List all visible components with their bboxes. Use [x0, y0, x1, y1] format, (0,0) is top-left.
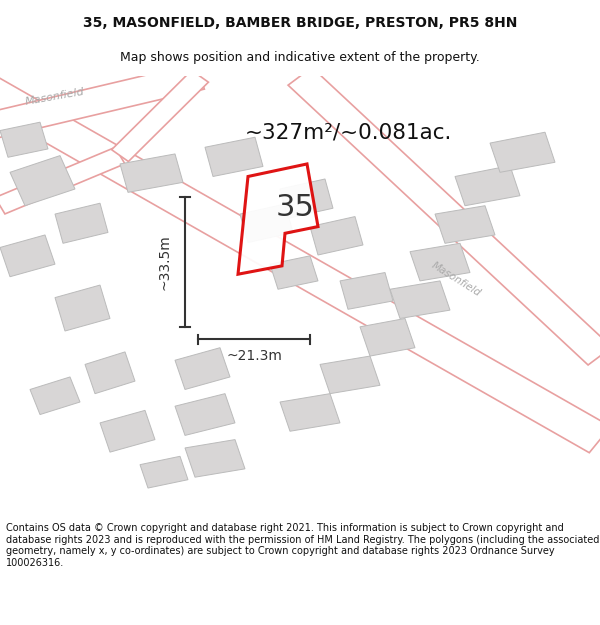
Polygon shape: [0, 148, 125, 214]
Text: 35, MASONFIELD, BAMBER BRIDGE, PRESTON, PR5 8HN: 35, MASONFIELD, BAMBER BRIDGE, PRESTON, …: [83, 16, 517, 30]
Polygon shape: [310, 217, 363, 255]
Polygon shape: [435, 206, 495, 243]
Polygon shape: [238, 164, 318, 274]
Text: Contains OS data © Crown copyright and database right 2021. This information is : Contains OS data © Crown copyright and d…: [6, 523, 599, 568]
Polygon shape: [30, 377, 80, 414]
Polygon shape: [185, 439, 245, 477]
Text: Map shows position and indicative extent of the property.: Map shows position and indicative extent…: [120, 51, 480, 64]
Text: ~33.5m: ~33.5m: [158, 234, 172, 291]
Polygon shape: [455, 166, 520, 206]
Polygon shape: [270, 256, 318, 289]
Polygon shape: [55, 285, 110, 331]
Text: Masonfield: Masonfield: [25, 87, 85, 108]
Polygon shape: [288, 68, 600, 365]
Polygon shape: [280, 394, 340, 431]
Polygon shape: [240, 204, 293, 242]
Text: ~327m²/~0.081ac.: ~327m²/~0.081ac.: [245, 122, 452, 142]
Polygon shape: [0, 63, 205, 143]
Polygon shape: [340, 272, 393, 309]
Polygon shape: [0, 235, 55, 277]
Polygon shape: [120, 154, 183, 192]
Text: ~21.3m: ~21.3m: [226, 349, 282, 363]
Text: 35: 35: [275, 193, 314, 222]
Polygon shape: [55, 203, 108, 243]
Polygon shape: [280, 179, 333, 218]
Polygon shape: [410, 243, 470, 281]
Polygon shape: [112, 71, 208, 161]
Polygon shape: [0, 122, 48, 158]
Polygon shape: [320, 356, 380, 394]
Polygon shape: [360, 319, 415, 356]
Polygon shape: [175, 394, 235, 436]
Polygon shape: [140, 456, 188, 488]
Polygon shape: [100, 411, 155, 452]
Polygon shape: [10, 156, 75, 206]
Polygon shape: [490, 132, 555, 173]
Polygon shape: [85, 352, 135, 394]
Polygon shape: [0, 68, 600, 452]
Polygon shape: [390, 281, 450, 319]
Polygon shape: [205, 138, 263, 176]
Polygon shape: [175, 348, 230, 389]
Text: Masonfield: Masonfield: [430, 260, 483, 298]
